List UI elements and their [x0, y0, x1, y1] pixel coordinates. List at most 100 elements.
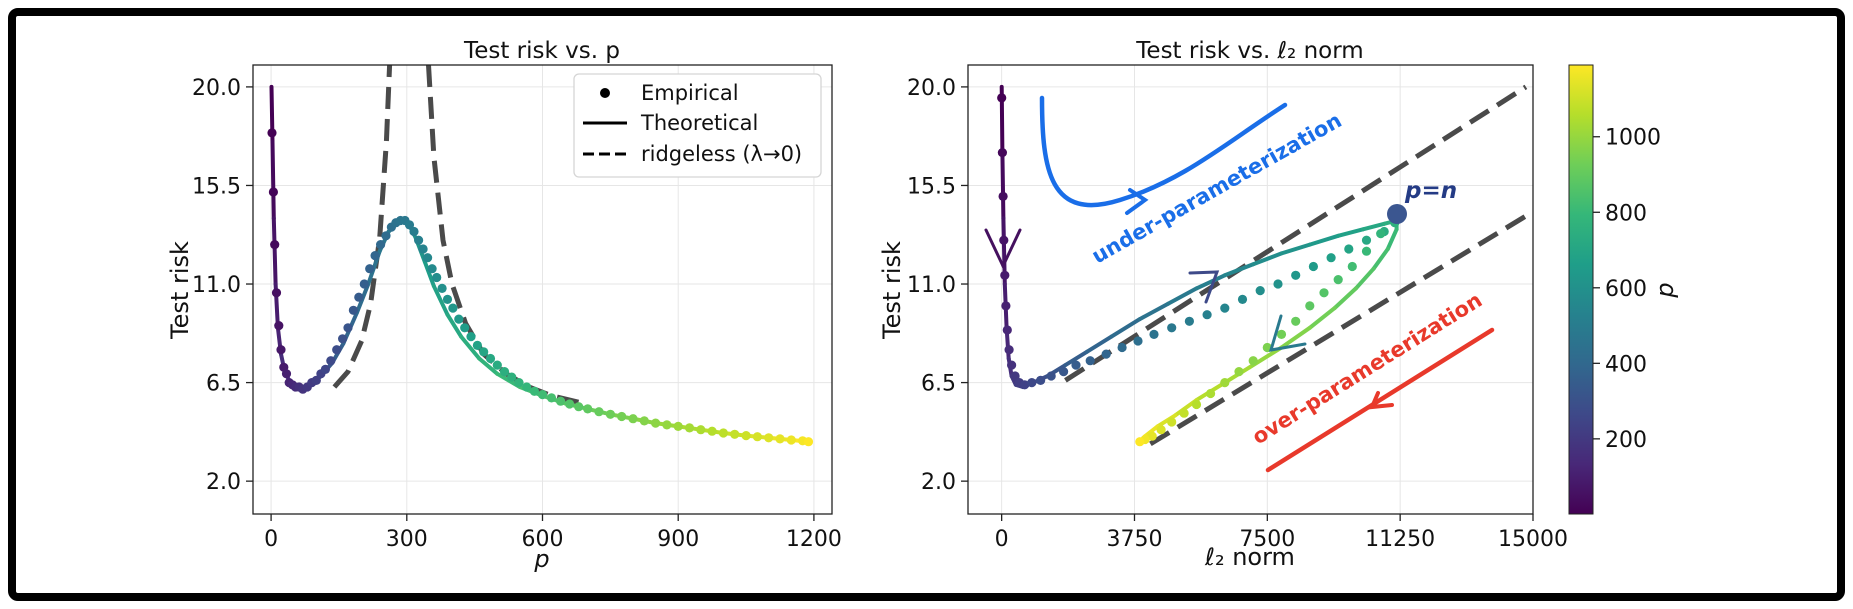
left-empirical-point: [617, 411, 627, 422]
legend-entry-empirical: Empirical: [641, 81, 739, 105]
right-theoretical-segment: [1194, 273, 1227, 291]
right-theoretical-segment: [1166, 286, 1199, 306]
right-empirical-point: [1010, 371, 1020, 381]
legend: Empirical Theoretical ridgeless (λ→0): [573, 73, 822, 178]
right-empirical-point: [1046, 371, 1056, 381]
right-empirical-point: [1376, 229, 1386, 239]
right-empirical-point: [1117, 342, 1127, 353]
colorbar-tick-label: 800: [1605, 201, 1647, 226]
left-y-ticks: 2.0 6.5 11.0 15.5 20.0: [192, 76, 253, 495]
right-ridgeless-branch: [1149, 209, 1533, 447]
left-empirical-point: [529, 386, 540, 396]
right-x-tick-label: 0: [995, 527, 1009, 552]
left-empirical-point: [479, 347, 489, 357]
left-empirical-point: [537, 390, 548, 400]
right-theoretical-segment: [1361, 221, 1387, 232]
left-y-tick-label: 6.5: [206, 372, 241, 397]
right-empirical-point: [1344, 244, 1354, 254]
right-y-tick-label: 20.0: [907, 76, 956, 101]
right-theoretical-segment: [1143, 424, 1160, 439]
left-empirical-point: [764, 433, 774, 443]
left-empirical-point: [741, 431, 751, 441]
right-theoretical-segment: [1222, 262, 1256, 278]
left-empirical-point: [775, 434, 785, 444]
left-x-axis-label: p: [533, 545, 549, 573]
right-empirical-point: [1156, 425, 1166, 435]
right-empirical-point: [1149, 329, 1159, 339]
left-empirical-point: [365, 264, 375, 274]
right-empirical-point: [1167, 323, 1177, 333]
left-empirical-point: [514, 378, 524, 388]
figure-frame: [8, 8, 1845, 601]
left-empirical-point: [320, 364, 330, 374]
left-x-tick-label: 0: [264, 527, 278, 552]
arrow-down-icon: [984, 228, 1022, 270]
left-x-tick-label: 900: [657, 527, 699, 552]
left-empirical-point: [605, 409, 616, 419]
left-empirical-point: [583, 404, 593, 414]
right-x-tick-label: 7500: [1239, 527, 1295, 552]
curve-direction-arrows: [984, 228, 1307, 352]
left-empirical-point: [546, 393, 557, 403]
left-empirical-point: [409, 226, 419, 237]
right-empirical-point: [1326, 253, 1336, 263]
left-theoretical-segment: [422, 260, 436, 289]
right-empirical-point: [1333, 275, 1343, 285]
right-empirical-series: [997, 93, 1400, 447]
right-theoretical-segment: [1279, 325, 1312, 350]
left-empirical-point: [565, 399, 575, 409]
left-empirical-point: [574, 402, 584, 412]
right-y-tick-label: 2.0: [921, 470, 956, 495]
right-empirical-point: [1004, 345, 1014, 355]
right-ridgeless-series: [1064, 84, 1533, 447]
left-empirical-point: [696, 425, 706, 435]
colorbar-tick-label: 600: [1605, 277, 1647, 302]
right-theoretical-segment: [1137, 301, 1171, 322]
right-empirical-point: [1059, 367, 1069, 377]
right-x-tick-label: 15000: [1498, 527, 1568, 552]
right-empirical-point: [1248, 356, 1258, 366]
right-empirical-point: [1147, 431, 1157, 441]
left-empirical-point: [651, 418, 661, 428]
left-empirical-point: [376, 240, 386, 250]
left-theoretical-segment: [271, 216, 278, 286]
left-empirical-point: [460, 323, 470, 333]
right-empirical-point: [1273, 279, 1283, 289]
right-empirical-point: [1220, 303, 1230, 313]
right-y-ticks: 2.0 6.5 11.0 15.5 20.0: [907, 76, 968, 495]
right-y-axis-label: Test risk: [878, 241, 906, 340]
right-theoretical-segment: [1279, 242, 1312, 256]
left-x-tick-label: 600: [522, 527, 564, 552]
left-empirical-point: [381, 231, 391, 241]
right-empirical-point: [1361, 246, 1372, 256]
p-equals-n-marker: [1387, 204, 1407, 224]
left-empirical-point: [492, 360, 502, 370]
left-x-tick-label: 300: [386, 527, 428, 552]
legend-entry-theoretical: Theoretical: [640, 111, 758, 135]
right-empirical-point: [998, 191, 1008, 201]
right-empirical-point: [1191, 399, 1202, 410]
right-empirical-point: [1133, 336, 1143, 346]
right-x-tick-label: 3750: [1106, 527, 1162, 552]
left-y-tick-label: 15.5: [192, 174, 241, 199]
left-empirical-point: [423, 253, 433, 263]
right-theoretical-segment: [1332, 286, 1358, 311]
left-empirical-point: [454, 314, 464, 324]
colorbar-tick-label: 400: [1605, 352, 1647, 377]
left-empirical-point: [268, 187, 278, 197]
left-empirical-point: [684, 423, 695, 433]
right-theoretical-segment: [1307, 306, 1337, 330]
left-y-tick-label: 11.0: [192, 273, 241, 298]
left-empirical-point: [348, 305, 358, 315]
right-empirical-point: [1276, 329, 1287, 339]
left-empirical-point: [343, 323, 353, 333]
right-x-axis-label: ℓ₂ norm: [1204, 543, 1295, 571]
right-theoretical-segment: [1385, 227, 1399, 251]
legend-entry-ridgeless: ridgeless (λ→0): [641, 142, 802, 166]
right-y-tick-label: 6.5: [921, 372, 956, 397]
left-x-ticks: 0 300 600 900 1200: [264, 514, 842, 552]
right-ridgeless-branch: [1064, 84, 1528, 383]
left-empirical-point: [522, 382, 532, 392]
right-theoretical-segment: [1155, 413, 1178, 429]
